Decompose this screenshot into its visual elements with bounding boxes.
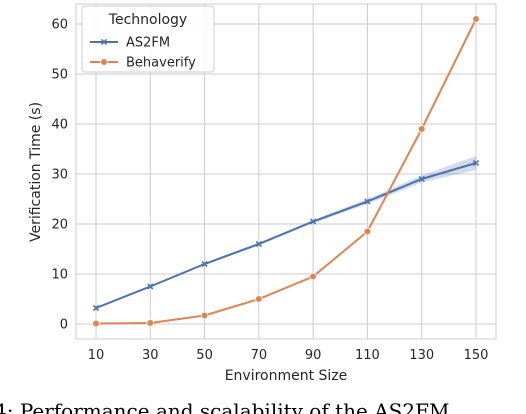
as2fm-point <box>147 283 154 290</box>
behaverify-point <box>92 319 100 328</box>
behaverify-point <box>200 311 209 320</box>
y-tick-label: 0 <box>60 318 68 333</box>
x-tick-label: 110 <box>355 348 380 363</box>
legend-items: AS2FM Behaverify <box>90 36 196 71</box>
y-tick-labels: 0 10 20 30 40 50 60 <box>51 18 68 333</box>
y-tick-label: 60 <box>51 18 68 33</box>
x-tick-label: 130 <box>409 348 434 363</box>
behaverify-point <box>146 319 155 327</box>
as2fm-point <box>472 159 480 167</box>
y-tick-label: 30 <box>51 168 68 183</box>
figure-caption: 4: Performance and scalability of the AS… <box>0 399 449 414</box>
behaverify-point <box>417 125 426 133</box>
as2fm-point <box>255 240 263 248</box>
behaverify-line <box>95 18 477 325</box>
x-tick-label: 10 <box>88 348 105 363</box>
legend-box <box>81 5 215 73</box>
behaverify-point <box>363 227 372 236</box>
series-markers <box>92 15 480 328</box>
y-tick-label: 20 <box>51 218 68 233</box>
legend: Technology AS2FM Behaverify <box>81 5 215 73</box>
y-tick-label: 40 <box>51 118 68 133</box>
as2fm-point <box>201 260 208 268</box>
x-tick-labels: 10 30 50 70 90 110 130 150 <box>88 348 489 363</box>
legend-item-as2fm: AS2FM <box>90 36 170 51</box>
x-tick-label: 50 <box>196 348 213 363</box>
x-tick-label: 90 <box>305 348 322 363</box>
behaverify-point <box>309 272 317 281</box>
legend-item-behaverify: Behaverify <box>90 56 196 71</box>
as2fm-line <box>95 162 477 309</box>
x-axis-label: Environment Size <box>225 368 348 384</box>
as2fm-point <box>309 218 317 225</box>
series-lines <box>95 18 477 325</box>
behaverify-point <box>255 295 263 303</box>
y-tick-label: 10 <box>51 268 68 283</box>
x-tick-label: 150 <box>464 348 489 363</box>
legend-label-as2fm: AS2FM <box>126 36 170 51</box>
x-tick-label: 70 <box>251 348 268 363</box>
x-tick-label: 30 <box>142 348 159 363</box>
y-tick-label: 50 <box>51 68 68 83</box>
y-axis-label: Verification Time (s) <box>28 102 44 242</box>
as2fm-point <box>364 198 371 205</box>
legend-label-behaverify: Behaverify <box>126 56 196 71</box>
behaverify-point <box>472 15 480 23</box>
legend-title: Technology <box>108 12 187 28</box>
as2fm-point <box>92 304 100 312</box>
as2fm-point <box>418 175 425 183</box>
